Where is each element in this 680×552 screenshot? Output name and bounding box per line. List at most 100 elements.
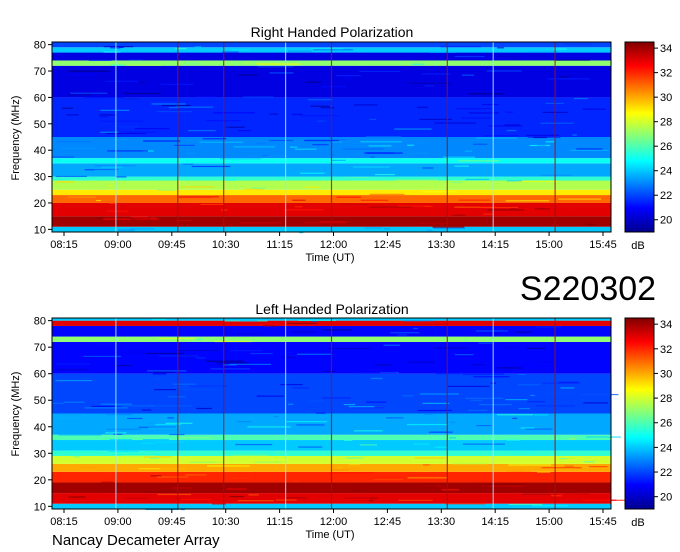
noise-streak [152, 336, 169, 338]
noise-streak [454, 165, 469, 167]
noise-streak [330, 141, 343, 143]
noise-streak [134, 218, 159, 220]
noise-streak [105, 413, 132, 416]
noise-streak [486, 70, 522, 72]
colorbar-tick-label: 34 [660, 43, 672, 55]
noise-streak [195, 357, 206, 359]
noise-streak [115, 364, 131, 367]
noise-streak [129, 59, 143, 61]
noise-streak [337, 467, 342, 469]
noise-streak [54, 417, 82, 419]
noise-streak [407, 361, 436, 363]
noise-streak [383, 344, 401, 346]
noise-streak [269, 72, 294, 74]
left-polarization-panel: Left Handed Polarization Time (UT) Frequ… [10, 301, 672, 541]
noise-streak [116, 131, 157, 133]
noise-streak [231, 49, 250, 51]
colorbar [624, 41, 655, 233]
noise-streak [505, 200, 550, 202]
noise-streak [296, 424, 325, 426]
noise-streak [357, 480, 366, 482]
noise-streak [542, 382, 581, 384]
noise-streak [146, 352, 184, 355]
noise-streak [167, 417, 174, 419]
noise-streak [65, 450, 98, 452]
noise-streak [465, 178, 490, 181]
noise-streak [239, 320, 258, 322]
noise-streak [413, 327, 418, 330]
noise-streak [248, 494, 259, 496]
x-tick-label: 15:45 [589, 239, 617, 251]
noise-streak [61, 107, 74, 109]
noise-streak [470, 364, 486, 366]
noise-streak [185, 63, 200, 65]
noise-streak [290, 180, 302, 182]
noise-streak [437, 486, 449, 488]
noise-streak [424, 413, 433, 416]
noise-streak [572, 134, 577, 136]
colorbar-tick-label: 26 [660, 418, 672, 430]
y-tick-label: 20 [34, 198, 46, 210]
noise-streak [124, 92, 161, 94]
noise-streak [564, 465, 574, 467]
noise-streak [254, 461, 282, 463]
noise-streak [313, 49, 354, 51]
noise-streak [55, 175, 87, 178]
noise-streak [110, 64, 123, 66]
noise-streak [238, 222, 283, 224]
x-tick-label: 09:45 [158, 516, 186, 528]
noise-streak [307, 99, 333, 101]
noise-streak [168, 107, 179, 109]
noise-streak [244, 188, 265, 191]
noise-streak [448, 385, 490, 387]
noise-streak [103, 51, 121, 53]
noise-streak [348, 406, 375, 408]
noise-streak [121, 351, 150, 353]
noise-streak [180, 508, 185, 511]
noise-streak [291, 113, 303, 115]
x-tick-label: 15:00 [535, 516, 563, 528]
noise-streak [354, 104, 378, 106]
noise-streak [512, 417, 518, 419]
noise-streak [473, 143, 488, 145]
noise-streak [414, 457, 447, 459]
footer-credit: Nancay Decameter Array [52, 532, 220, 549]
y-axis-label: Frequency (MHz) [10, 96, 22, 181]
noise-streak [545, 141, 555, 143]
noise-streak [433, 347, 470, 349]
noise-streak [508, 503, 543, 506]
noise-streak [486, 484, 523, 486]
noise-streak [583, 461, 595, 463]
noise-streak [237, 74, 259, 76]
colorbar-tick-label: 22 [660, 467, 672, 479]
noise-streak [497, 47, 504, 49]
noise-streak [292, 199, 306, 201]
noise-streak [483, 213, 493, 215]
noise-streak [106, 428, 141, 430]
y-axis-label: Frequency (MHz) [10, 372, 22, 457]
noise-streak [148, 422, 154, 424]
x-tick-label: 08:15 [50, 516, 78, 528]
noise-streak [576, 148, 603, 150]
noise-streak [506, 180, 523, 182]
colorbar-tick-label: 32 [660, 344, 672, 356]
noise-streak [255, 142, 266, 145]
noise-streak [505, 398, 528, 401]
noise-streak [82, 466, 98, 469]
noise-streak [64, 401, 85, 403]
noise-streak [236, 421, 252, 423]
noise-streak [230, 477, 250, 479]
noise-streak [383, 228, 391, 230]
noise-streak [177, 197, 212, 199]
noise-streak [332, 159, 346, 161]
noise-streak [422, 167, 434, 169]
noise-streak [113, 433, 123, 435]
x-tick-label: 13:30 [428, 516, 456, 528]
noise-streak [291, 387, 310, 389]
noise-streak [160, 468, 186, 470]
noise-streak [421, 191, 456, 193]
y-tick-label: 40 [34, 422, 46, 434]
noise-streak [68, 70, 110, 72]
noise-streak [57, 369, 87, 371]
noise-streak [134, 128, 170, 130]
